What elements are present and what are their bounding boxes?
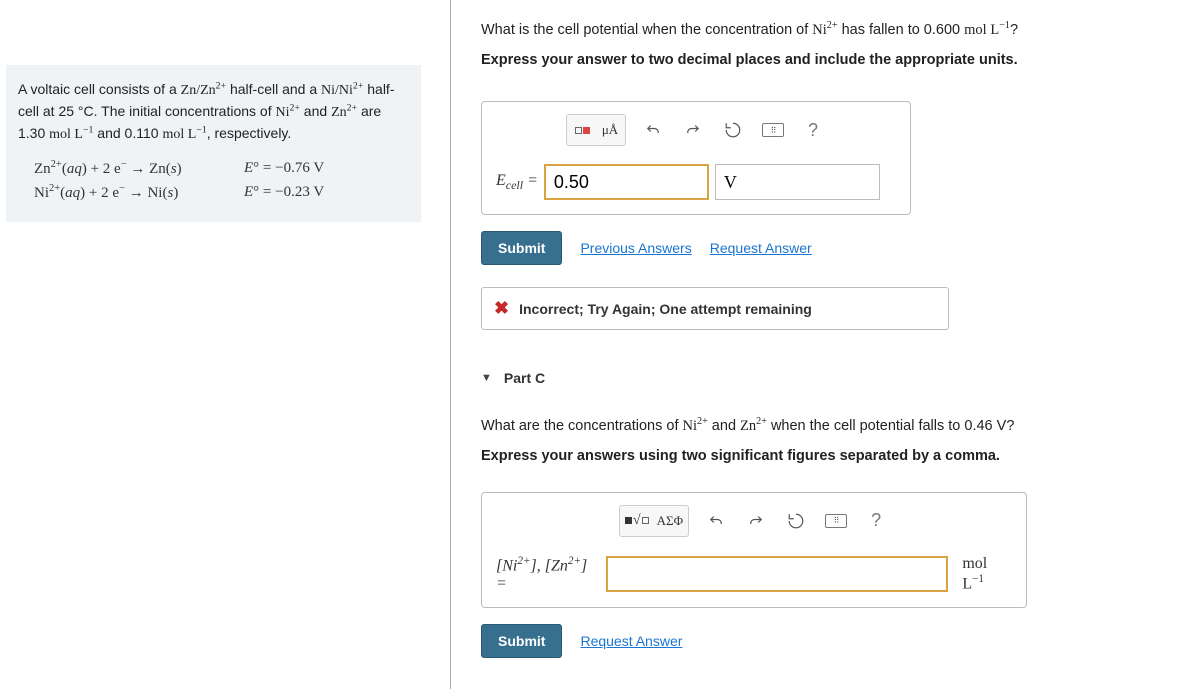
redo-button[interactable] — [680, 117, 706, 143]
ecell-unit-input[interactable] — [715, 164, 880, 200]
help-button[interactable]: ? — [863, 508, 889, 534]
keyboard-button[interactable]: ⠿ — [823, 508, 849, 534]
half-reactions: Zn2+(aq) + 2 e− → Zn(s) E° = −0.76 V Ni2… — [18, 157, 409, 204]
partC-instruction: Express your answers using two significa… — [481, 446, 1190, 468]
help-button[interactable]: ? — [800, 117, 826, 143]
greek-button[interactable]: ΑΣΦ — [654, 508, 686, 534]
partB-instruction: Express your answer to two decimal place… — [481, 50, 1190, 72]
keyboard-button[interactable]: ⠿ — [760, 117, 786, 143]
problem-intro-text: A voltaic cell consists of a Zn/Zn2+ hal… — [18, 79, 409, 145]
partB-answer-box: μÅ ⠿ ? Ecell = — [481, 101, 911, 215]
ecell-value-input[interactable] — [544, 164, 709, 200]
eq2-reaction: Ni2+(aq) + 2 e− → Ni(s) — [34, 181, 244, 205]
eq1-reaction: Zn2+(aq) + 2 e− → Zn(s) — [34, 157, 244, 181]
units-button[interactable]: μÅ — [597, 117, 623, 143]
partC-submit-button[interactable]: Submit — [481, 624, 562, 658]
partB-submit-button[interactable]: Submit — [481, 231, 562, 265]
partC-question: What are the concentrations of Ni2+ and … — [481, 414, 1190, 438]
previous-answers-link[interactable]: Previous Answers — [580, 240, 691, 256]
problem-statement-panel: A voltaic cell consists of a Zn/Zn2+ hal… — [6, 65, 421, 222]
ecell-label: Ecell = — [496, 172, 538, 193]
reset-button[interactable] — [783, 508, 809, 534]
partB-question: What is the cell potential when the conc… — [481, 18, 1190, 42]
eq2-potential: E° = −0.23 V — [244, 181, 324, 205]
partC-title: Part C — [504, 370, 545, 386]
eq1-potential: E° = −0.76 V — [244, 157, 324, 181]
templates-button[interactable]: √ — [622, 508, 652, 534]
partC-answer-box: √ ΑΣΦ ⠿ ? [Ni2+], [Zn2+] = — [481, 492, 1027, 608]
partC-request-answer-link[interactable]: Request Answer — [580, 633, 682, 649]
undo-button[interactable] — [703, 508, 729, 534]
partB-toolbar: μÅ ⠿ ? — [496, 114, 896, 146]
feedback-box: ✖ Incorrect; Try Again; One attempt rema… — [481, 287, 949, 330]
partB-request-answer-link[interactable]: Request Answer — [710, 240, 812, 256]
concentrations-unit: mol L−1 — [954, 555, 1012, 593]
concentrations-input[interactable] — [606, 556, 948, 592]
feedback-message: Incorrect; Try Again; One attempt remain… — [519, 301, 812, 317]
undo-button[interactable] — [640, 117, 666, 143]
answer-panel: What is the cell potential when the conc… — [450, 0, 1190, 689]
partC-header[interactable]: ▼ Part C — [481, 370, 1190, 386]
partC-toolbar: √ ΑΣΦ ⠿ ? — [496, 505, 1012, 537]
collapse-caret-icon: ▼ — [481, 372, 492, 384]
concentrations-label: [Ni2+], [Zn2+] = — [496, 555, 600, 593]
redo-button[interactable] — [743, 508, 769, 534]
templates-button[interactable] — [569, 117, 595, 143]
error-icon: ✖ — [494, 298, 509, 319]
reset-button[interactable] — [720, 117, 746, 143]
